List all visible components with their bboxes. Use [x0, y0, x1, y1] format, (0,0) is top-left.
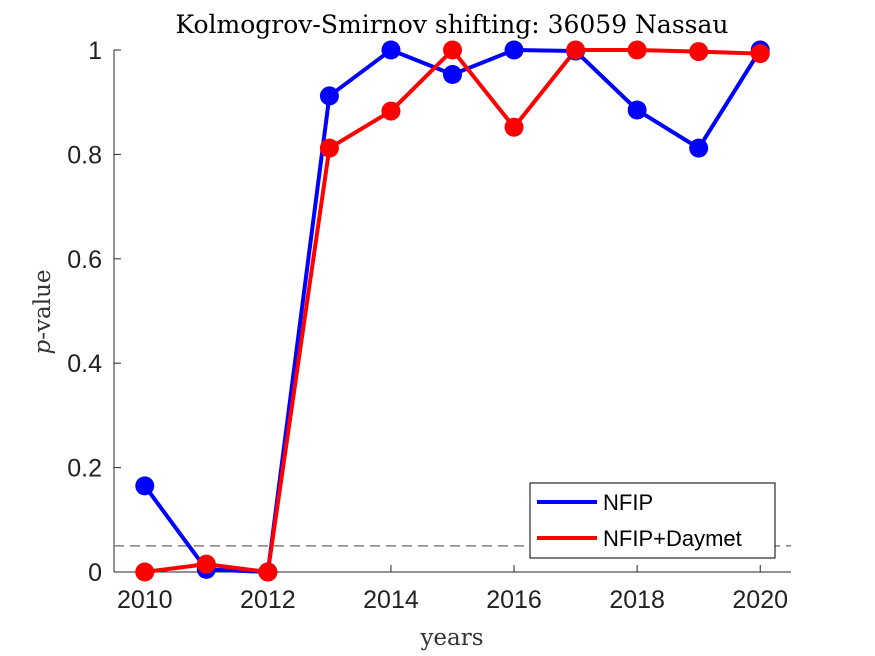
y-tick-label: 0.6	[67, 246, 102, 274]
legend-label-nfip-daymet: NFIP+Daymet	[603, 526, 742, 551]
y-axis-label: p-value	[30, 270, 56, 355]
x-tick-label: 2018	[609, 586, 665, 614]
data-point-nfip-daymet	[504, 117, 524, 137]
legend: NFIP NFIP+Daymet	[529, 482, 776, 559]
y-tick-label: 0	[88, 559, 102, 587]
x-tick-label: 2012	[240, 586, 296, 614]
x-tick-label: 2016	[486, 586, 542, 614]
y-tick-label: 0.8	[67, 141, 102, 169]
data-point-nfip-daymet	[750, 44, 770, 64]
y-tick-label: 0.2	[67, 455, 102, 483]
y-tick-label: 1	[88, 37, 102, 65]
y-axis-label-rest: -value	[30, 270, 56, 340]
x-axis-label: years	[419, 625, 483, 651]
y-tick-label: 0.4	[67, 350, 102, 378]
legend-box	[529, 482, 776, 559]
data-point-nfip-daymet	[196, 554, 216, 574]
data-point-nfip-daymet	[443, 40, 462, 60]
data-point-nfip	[319, 86, 339, 106]
data-point-nfip-daymet	[566, 40, 586, 60]
x-tick-label: 2014	[363, 586, 419, 614]
data-point-nfip	[504, 40, 524, 60]
data-point-nfip-daymet	[689, 42, 709, 62]
plot-area: 0 0.2 0.4 0.6 0.8 1 2010 2012 2014 2016 2018 2020	[67, 37, 791, 614]
data-point-nfip	[627, 100, 647, 120]
data-point-nfip-daymet	[319, 138, 339, 158]
data-point-nfip-daymet	[381, 101, 401, 121]
data-point-nfip-daymet	[135, 562, 155, 582]
legend-label-nfip: NFIP	[603, 490, 653, 515]
data-point-nfip	[135, 476, 155, 496]
data-point-nfip	[381, 40, 401, 60]
x-tick-label: 2010	[117, 586, 173, 614]
data-point-nfip	[689, 138, 709, 158]
data-point-nfip-daymet	[258, 562, 278, 582]
y-axis-label-italic: p	[30, 340, 56, 355]
x-tick-label: 2020	[732, 586, 788, 614]
data-point-nfip	[443, 65, 462, 85]
data-point-nfip-daymet	[627, 40, 647, 60]
chart-title: Kolmogrov-Smirnov shifting: 36059 Nassau	[175, 10, 728, 39]
